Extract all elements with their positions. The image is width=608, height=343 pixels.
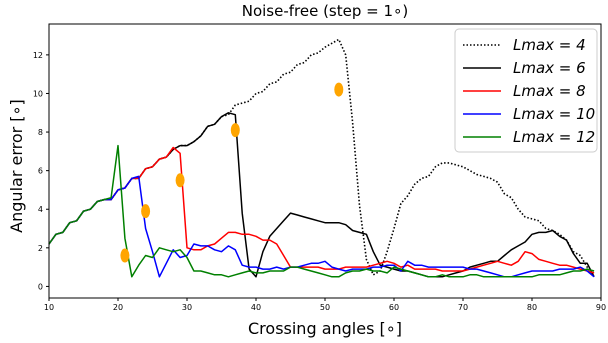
y-tick-label: 8 <box>38 128 43 137</box>
series-line-lmax-10 <box>48 175 595 278</box>
series-line-lmax-12 <box>48 144 595 278</box>
y-tick-label: 0 <box>38 282 43 291</box>
x-tick-label: 40 <box>251 303 261 312</box>
x-tick-label: 50 <box>320 303 330 312</box>
y-tick-label: 12 <box>33 51 43 60</box>
legend-label: Lmax = 4 <box>513 36 586 54</box>
axis-ticks: 10 20 30 40 50 60 70 80 90 0 2 4 6 8 10 12 <box>33 51 606 312</box>
x-tick-label: 60 <box>389 303 399 312</box>
series-line-lmax-8 <box>48 146 595 274</box>
x-tick-label: 90 <box>596 303 606 312</box>
legend-label: Lmax = 10 <box>513 105 595 123</box>
legend-box <box>454 28 598 153</box>
y-tick-label: 10 <box>33 89 43 98</box>
chart-title: Noise-free (step = 1∘) <box>242 2 409 20</box>
highlight-marker <box>141 204 151 219</box>
legend-label: Lmax = 8 <box>513 82 586 100</box>
y-tick-label: 2 <box>38 244 43 253</box>
x-axis-label: Crossing angles [∘] <box>248 319 402 338</box>
marker-layer <box>120 82 344 263</box>
x-tick-label: 30 <box>182 303 192 312</box>
highlight-marker <box>230 123 240 138</box>
y-tick-label: 4 <box>38 205 43 214</box>
highlight-marker <box>120 248 130 263</box>
x-tick-label: 80 <box>527 303 537 312</box>
legend-label: Lmax = 6 <box>513 59 586 77</box>
highlight-marker <box>334 82 344 97</box>
highlight-marker <box>175 173 185 188</box>
series-layer <box>48 38 595 278</box>
legend-label: Lmax = 12 <box>513 128 595 146</box>
y-tick-label: 6 <box>38 167 43 176</box>
y-axis-label: Angular error [∘] <box>7 99 26 233</box>
legend: Lmax = 4 Lmax = 6 Lmax = 8 Lmax = 10 Lmax = … <box>454 28 598 153</box>
x-tick-label: 20 <box>113 303 123 312</box>
x-tick-label: 10 <box>44 303 54 312</box>
plot-frame <box>48 23 602 299</box>
x-tick-label: 70 <box>458 303 468 312</box>
